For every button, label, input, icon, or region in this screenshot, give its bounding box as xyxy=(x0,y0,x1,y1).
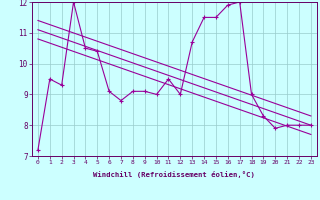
X-axis label: Windchill (Refroidissement éolien,°C): Windchill (Refroidissement éolien,°C) xyxy=(93,171,255,178)
